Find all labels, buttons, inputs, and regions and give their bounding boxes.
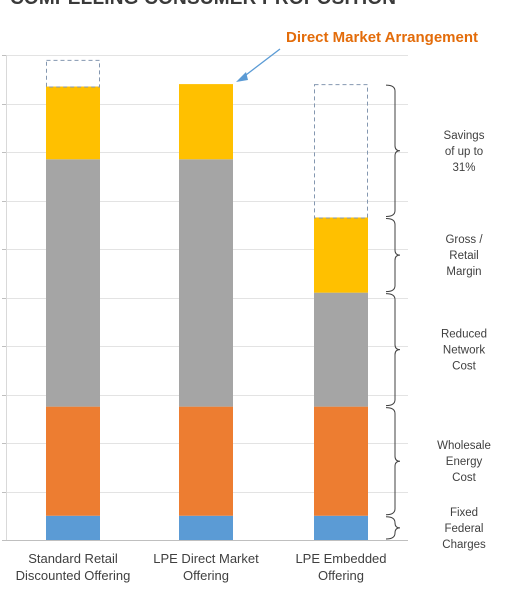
annotation-label-line: of up to xyxy=(445,146,483,158)
bars xyxy=(46,84,368,540)
bar-segment-fixed-federal xyxy=(179,515,233,540)
annotation-label-line: Fixed xyxy=(450,507,478,519)
annotation-label-line: Cost xyxy=(452,361,476,373)
bar-segment-network xyxy=(179,159,233,407)
annotation-label-line: Margin xyxy=(446,266,481,278)
annotation-label-line: Reduced xyxy=(441,329,487,341)
bar-segment-margin xyxy=(314,217,368,293)
category-label: LPE Direct Market Offering xyxy=(153,551,259,583)
annotation-label-line: Energy xyxy=(446,456,483,468)
bar-segment-network xyxy=(46,159,100,407)
bar-segment-wholesale xyxy=(314,406,368,516)
category-label-line: Offering xyxy=(183,568,229,583)
category-label-line: Discounted Offering xyxy=(16,568,131,583)
annotation-label-line: 31% xyxy=(452,162,475,174)
dashed-savings-boxes xyxy=(46,59,368,219)
category-label-line: LPE Embedded xyxy=(295,551,386,566)
curly-brace xyxy=(385,293,401,407)
bar-segment-wholesale xyxy=(179,406,233,516)
bar-segment-fixed-federal xyxy=(46,515,100,540)
bar-segment-network xyxy=(314,292,368,407)
bar-segment-margin xyxy=(179,84,233,160)
category-label-line: LPE Direct Market xyxy=(153,551,259,566)
annotation-label-line: Savings xyxy=(444,130,485,142)
bar-segment-margin xyxy=(46,86,100,160)
dashed-box xyxy=(46,59,100,88)
annotation-label: Wholesale Energy Cost xyxy=(437,440,491,484)
annotation-label-line: Network xyxy=(443,345,485,357)
curly-brace xyxy=(385,84,401,217)
bar-segment-fixed-federal xyxy=(314,515,368,540)
annotation-label-line: Gross / xyxy=(445,234,483,246)
annotation-label-line: Retail xyxy=(449,250,478,262)
curly-brace xyxy=(385,217,401,293)
callout-label: Direct Market Arrangement xyxy=(286,29,478,46)
annotation-label-line: Wholesale xyxy=(437,440,491,452)
callout-arrowhead xyxy=(236,72,248,82)
annotation-label: Reduced Network Cost xyxy=(441,329,487,373)
annotation-label-line: Federal xyxy=(445,523,484,535)
callout-arrow-line xyxy=(241,48,281,79)
annotation-label: Gross / Retail Margin xyxy=(445,234,483,278)
annotations: Savings of up to 31% Gross / Retail Margin Red… xyxy=(385,84,491,551)
curly-brace xyxy=(385,407,401,516)
category-label: LPE Embedded Offering xyxy=(295,551,386,583)
page-title: COMPELLING CONSUMER PROPOSITION xyxy=(10,0,396,10)
category-labels: Standard Retail Discounted Offering LPE Di… xyxy=(16,551,387,583)
curly-brace xyxy=(385,516,401,540)
category-label-line: Standard Retail xyxy=(28,551,118,566)
callout: Direct Market Arrangement xyxy=(236,29,478,82)
annotation-label: Savings of up to 31% xyxy=(444,130,485,174)
annotation-label: Fixed Federal Charges xyxy=(442,507,486,551)
category-label-line: Offering xyxy=(318,568,364,583)
annotation-label-line: Charges xyxy=(442,539,486,551)
category-label: Standard Retail Discounted Offering xyxy=(16,551,131,583)
annotation-label-line: Cost xyxy=(452,472,476,484)
bar-segment-wholesale xyxy=(46,406,100,516)
dashed-box xyxy=(314,84,368,219)
